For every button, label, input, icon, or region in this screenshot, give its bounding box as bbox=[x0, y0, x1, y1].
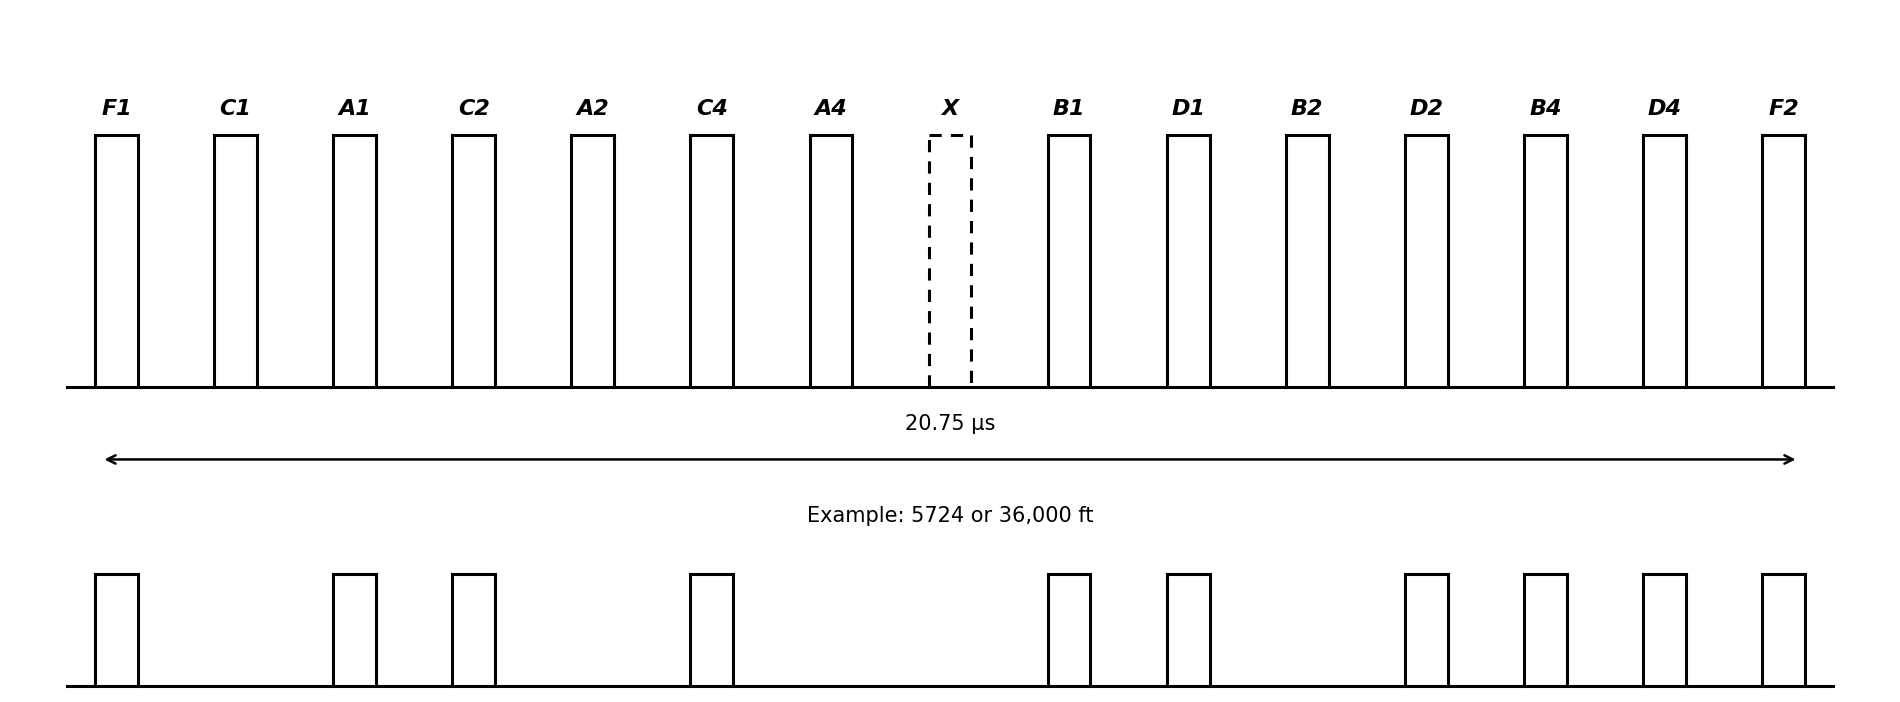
Text: B2: B2 bbox=[1290, 100, 1324, 119]
Text: D1: D1 bbox=[1170, 100, 1205, 119]
Text: D4: D4 bbox=[1647, 100, 1682, 119]
Text: Example: 5724 or 36,000 ft: Example: 5724 or 36,000 ft bbox=[808, 506, 1092, 526]
Text: F2: F2 bbox=[1769, 100, 1799, 119]
Text: B4: B4 bbox=[1530, 100, 1562, 119]
Text: A4: A4 bbox=[815, 100, 847, 119]
Text: D2: D2 bbox=[1410, 100, 1444, 119]
Text: 20.75 μs: 20.75 μs bbox=[904, 414, 996, 434]
Text: F1: F1 bbox=[101, 100, 131, 119]
Text: C4: C4 bbox=[695, 100, 728, 119]
Text: A1: A1 bbox=[338, 100, 370, 119]
Text: X: X bbox=[940, 100, 960, 119]
Text: B1: B1 bbox=[1053, 100, 1085, 119]
Text: C1: C1 bbox=[220, 100, 251, 119]
Text: A2: A2 bbox=[576, 100, 610, 119]
Text: C2: C2 bbox=[458, 100, 490, 119]
